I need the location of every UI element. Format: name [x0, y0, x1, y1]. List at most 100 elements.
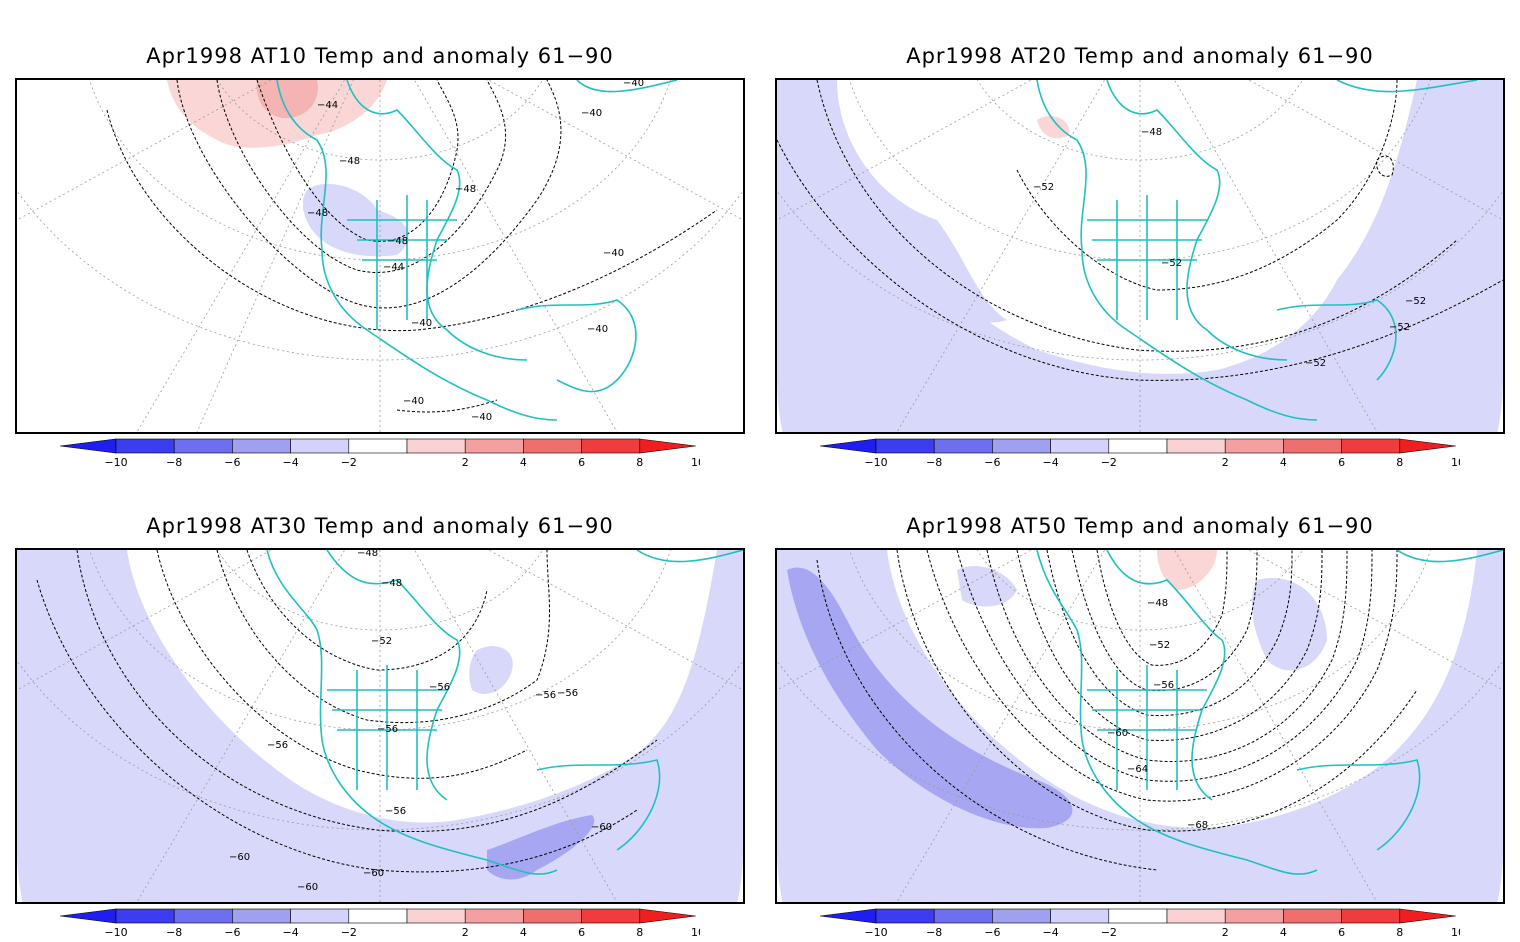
contour-label: −56 — [1153, 680, 1174, 691]
colorbar-svg: −10 −8 −6 −4 −2 2 4 6 8 10 — [820, 908, 1460, 939]
colorbar-tick-label: 6 — [1338, 926, 1345, 939]
contour-labels: −48 −48 −52 −56 −56 −56 −56 −56 −56 −60 … — [229, 550, 612, 893]
contour-label: −40 — [403, 396, 424, 407]
cool-anomaly-central-pacific — [787, 567, 1073, 829]
colorbar-tick-label: 10 — [691, 456, 700, 469]
contour-label: −40 — [581, 108, 602, 119]
colorbar-segment — [1166, 908, 1226, 924]
contour-label: −40 — [623, 80, 644, 89]
colorbar-tick-label: −2 — [1101, 456, 1117, 469]
colorbar-segment — [1283, 438, 1342, 454]
colorbar-segment — [290, 438, 350, 454]
contour-label: −40 — [411, 318, 432, 329]
coastline-north-america — [1036, 550, 1503, 875]
colorbar-tick-label: 10 — [1451, 456, 1460, 469]
colorbar-tick-label: 8 — [636, 926, 643, 939]
panel-title-at50: Apr1998 AT50 Temp and anomaly 61−90 — [906, 514, 1374, 538]
colorbar-segment — [581, 908, 641, 924]
contour-label: −52 — [1161, 258, 1182, 269]
contour-label: −56 — [385, 806, 406, 817]
contour-label: −56 — [535, 690, 556, 701]
cool-anomaly-northeast — [957, 566, 1327, 671]
colorbar-tick-label: −8 — [166, 456, 182, 469]
map-at20: −48 −52 −52 −52 −52 −52 — [777, 80, 1503, 432]
contour-label: −56 — [267, 740, 288, 751]
cool-anomaly-atlantic — [469, 646, 513, 694]
contour-label: −40 — [471, 412, 492, 423]
colorbar-segment — [523, 908, 582, 924]
colorbar-segment — [406, 438, 466, 454]
coastline-north-america — [276, 80, 678, 421]
colorbar-tick-label: −4 — [282, 926, 298, 939]
contour-label: −44 — [317, 100, 338, 111]
colorbar-segment — [875, 438, 935, 454]
warm-anomaly-greenland — [1157, 550, 1217, 590]
colorbar-svg: −10 −8 −6 −4 −2 2 4 6 8 10 — [820, 438, 1460, 469]
contour-labels: −48 −52 −52 −52 −52 −52 — [1033, 127, 1426, 369]
colorbar-arrow-low — [60, 438, 117, 454]
colorbar-tick-label: −10 — [864, 456, 887, 469]
colorbar-tick-label: −2 — [341, 456, 357, 469]
contour-label: −48 — [455, 184, 476, 195]
colorbar-segment — [173, 908, 233, 924]
colorbar-tick-label: 8 — [1396, 926, 1403, 939]
contour-label: −40 — [587, 324, 608, 335]
colorbar-segment — [1108, 908, 1168, 924]
colorbar-arrow-low — [820, 908, 877, 924]
colorbar-segment — [581, 438, 641, 454]
colorbar-arrow-low — [60, 908, 117, 924]
contour-label: −52 — [1149, 640, 1170, 651]
colorbar-svg: −10 −8 −6 −4 −2 2 4 6 8 10 — [60, 438, 700, 469]
colorbar-segment — [1050, 908, 1110, 924]
isotherms — [816, 550, 1418, 871]
contour-label: −40 — [603, 248, 624, 259]
contour-label: −48 — [387, 236, 408, 247]
colorbar-segment — [933, 908, 993, 924]
colorbar-tick-label: −10 — [864, 926, 887, 939]
contour-label: −52 — [1305, 358, 1326, 369]
colorbar-segment — [875, 908, 935, 924]
colorbar-tick-label: −2 — [1101, 926, 1117, 939]
panel-title-at10: Apr1998 AT10 Temp and anomaly 61−90 — [146, 44, 614, 68]
contour-label: −48 — [357, 550, 378, 559]
contour-label: −52 — [1405, 296, 1426, 307]
colorbar-segment — [115, 438, 175, 454]
colorbar-tick-label: −6 — [984, 456, 1000, 469]
cool-anomaly-outer-ring — [777, 80, 1503, 432]
colorbar-tick-label: −10 — [104, 926, 127, 939]
colorbar-svg: −10 −8 −6 −4 −2 2 4 6 8 10 — [60, 908, 700, 939]
contour-label: −48 — [381, 578, 402, 589]
isotherms — [106, 80, 718, 413]
colorbar-tick-label: −8 — [926, 926, 942, 939]
colorbar-tick-label: 2 — [1222, 926, 1229, 939]
colorbar-segment — [464, 438, 524, 454]
colorbar-arrow-high — [639, 908, 696, 924]
colorbar-segment — [523, 438, 582, 454]
colorbar-segment — [173, 438, 233, 454]
contour-label: −52 — [1389, 322, 1410, 333]
colorbar-at10: −10 −8 −6 −4 −2 2 4 6 8 10 — [60, 438, 700, 472]
colorbar-tick-label: −4 — [1042, 926, 1058, 939]
contour-label: −44 — [383, 262, 404, 273]
colorbar-arrow-high — [639, 438, 696, 454]
contour-label: −68 — [1187, 820, 1208, 831]
colorbar-tick-label: −4 — [282, 456, 298, 469]
colorbar-segment — [1283, 908, 1342, 924]
colorbar-segment — [115, 908, 175, 924]
map-panel-at20: −48 −52 −52 −52 −52 −52 — [775, 78, 1505, 434]
isotherms — [777, 80, 1503, 381]
contour-label: −60 — [363, 868, 384, 879]
contour-label: −48 — [307, 208, 328, 219]
map-panel-at10: −44 −48 −48 −48 −48 −44 −40 −40 −40 −40 … — [15, 78, 745, 434]
contour-label: −48 — [339, 156, 360, 167]
colorbar-segment — [1224, 908, 1284, 924]
colorbar-segment — [1224, 438, 1284, 454]
colorbar-segment — [992, 438, 1051, 454]
cool-anomaly-outer-ring — [17, 550, 743, 902]
colorbar-tick-label: −8 — [166, 926, 182, 939]
contour-label: −56 — [377, 724, 398, 735]
colorbar-segment — [406, 908, 466, 924]
colorbar-tick-label: −8 — [926, 456, 942, 469]
colorbar-segment — [348, 438, 408, 454]
coastline-north-america — [266, 550, 743, 875]
